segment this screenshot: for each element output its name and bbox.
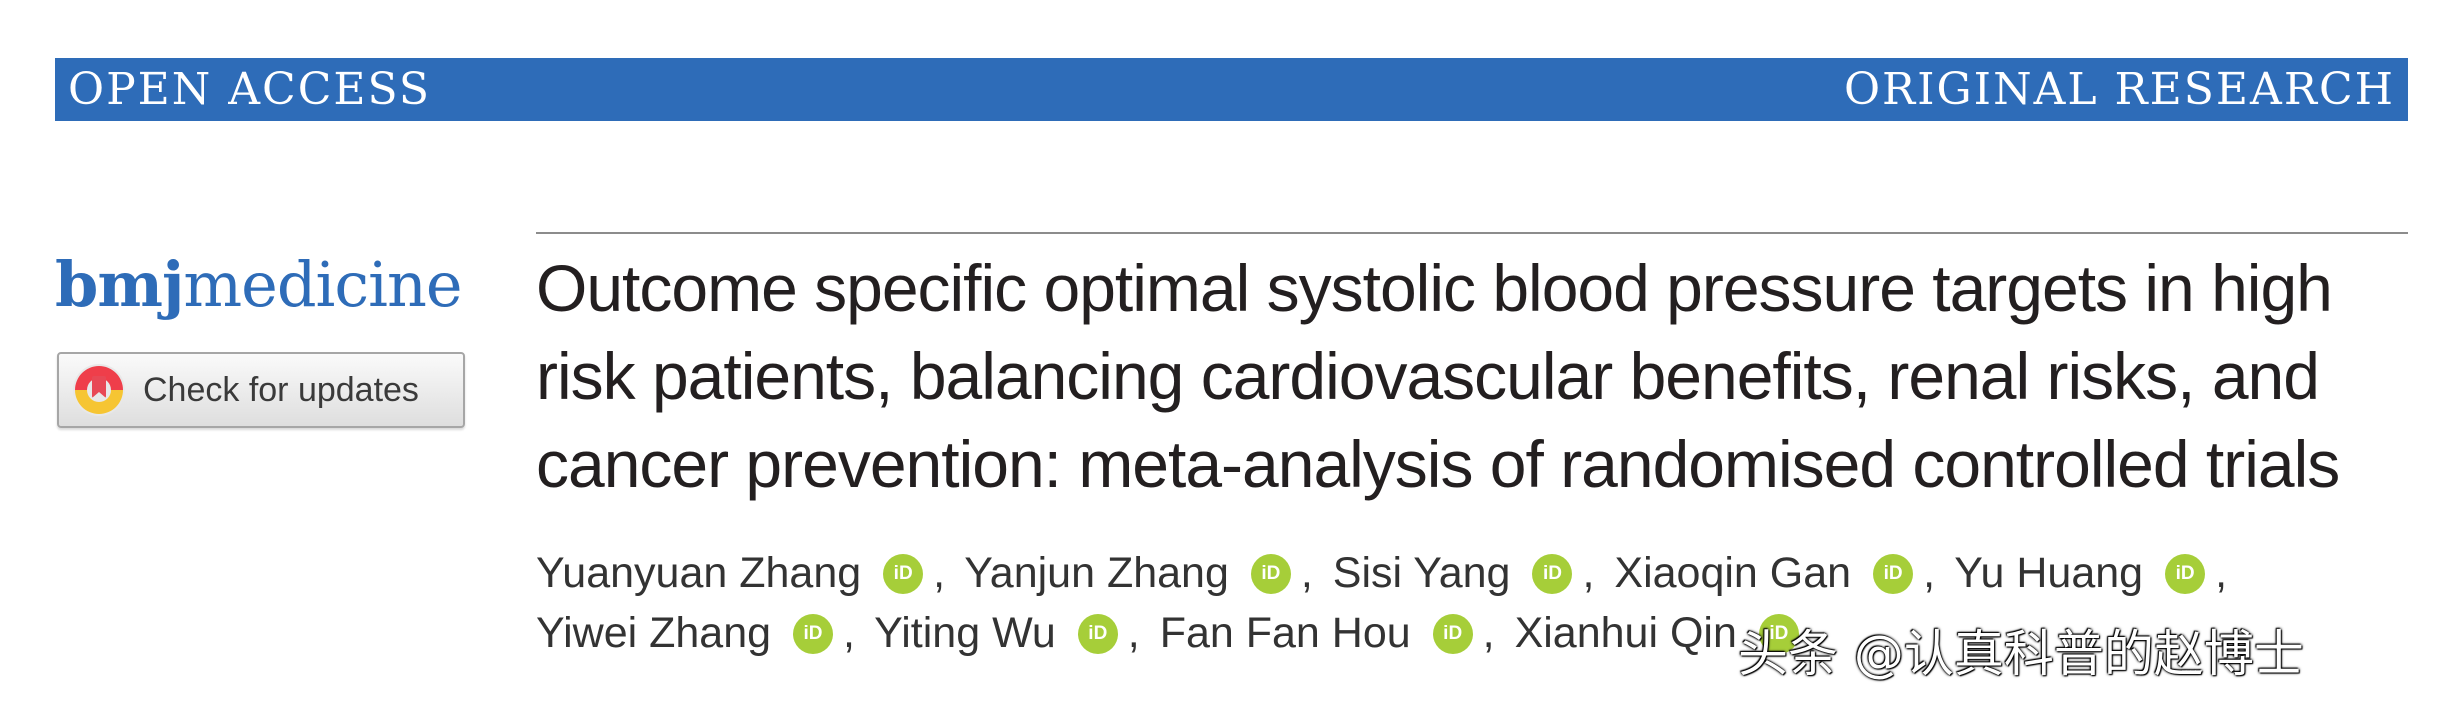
author-name[interactable]: Xianhui Qin: [1514, 609, 1737, 657]
author-separator: ,: [1582, 549, 1595, 597]
orcid-icon[interactable]: iD: [883, 554, 924, 594]
journal-logo[interactable]: bmjmedicine: [55, 245, 463, 325]
open-access-label: OPEN ACCESS: [68, 63, 432, 115]
author-separator: ,: [1482, 609, 1495, 657]
logo-bmj: bmj: [55, 248, 184, 321]
header-banner: OPEN ACCESS ORIGINAL RESEARCH: [55, 58, 2408, 121]
author-name[interactable]: Sisi Yang: [1332, 549, 1511, 597]
author-name[interactable]: Fan Fan Hou: [1159, 609, 1411, 657]
author-separator: ,: [2215, 549, 2228, 597]
author-separator: ,: [1127, 609, 1140, 657]
author-separator: ,: [933, 549, 946, 597]
article-title: Outcome specific optimal systolic blood …: [536, 251, 2340, 501]
check-for-updates-label: Check for updates: [143, 370, 419, 409]
author-line-1: Yuanyuan Zhang iD, Yanjun Zhang iD, Sisi Y…: [536, 543, 2416, 603]
author-list: Yuanyuan Zhang iD, Yanjun Zhang iD, Sisi Y…: [536, 543, 2416, 663]
article-type-label: ORIGINAL RESEARCH: [1843, 63, 2395, 115]
orcid-icon[interactable]: iD: [1873, 554, 1914, 594]
watermark: 头条 @认真科普的赵博士: [1738, 625, 2304, 683]
orcid-icon[interactable]: iD: [793, 614, 834, 654]
author-name[interactable]: Xiaoqin Gan: [1614, 549, 1852, 597]
author-name[interactable]: Yanjun Zhang: [964, 549, 1229, 597]
orcid-icon[interactable]: iD: [1077, 614, 1118, 654]
orcid-icon[interactable]: iD: [1250, 554, 1291, 594]
orcid-icon[interactable]: iD: [1758, 614, 1799, 654]
author-name[interactable]: Yiting Wu: [874, 609, 1056, 657]
title-divider: [536, 232, 2408, 234]
author-name[interactable]: Yu Huang: [1954, 549, 2144, 597]
orcid-icon[interactable]: iD: [2165, 554, 2206, 594]
author-separator: ,: [1300, 549, 1313, 597]
crossmark-icon: [73, 364, 125, 416]
orcid-icon[interactable]: iD: [1532, 554, 1573, 594]
author-name[interactable]: Yiwei Zhang: [536, 609, 772, 657]
author-separator: ,: [1923, 549, 1936, 597]
author-line-2: Yiwei Zhang iD, Yiting Wu iD, Fan Fan Hou i…: [536, 603, 2416, 663]
check-for-updates-button[interactable]: Check for updates: [57, 352, 465, 428]
orcid-icon[interactable]: iD: [1432, 614, 1473, 654]
author-name[interactable]: Yuanyuan Zhang: [536, 549, 862, 597]
logo-medicine: medicine: [183, 248, 462, 321]
author-separator: ,: [843, 609, 855, 657]
